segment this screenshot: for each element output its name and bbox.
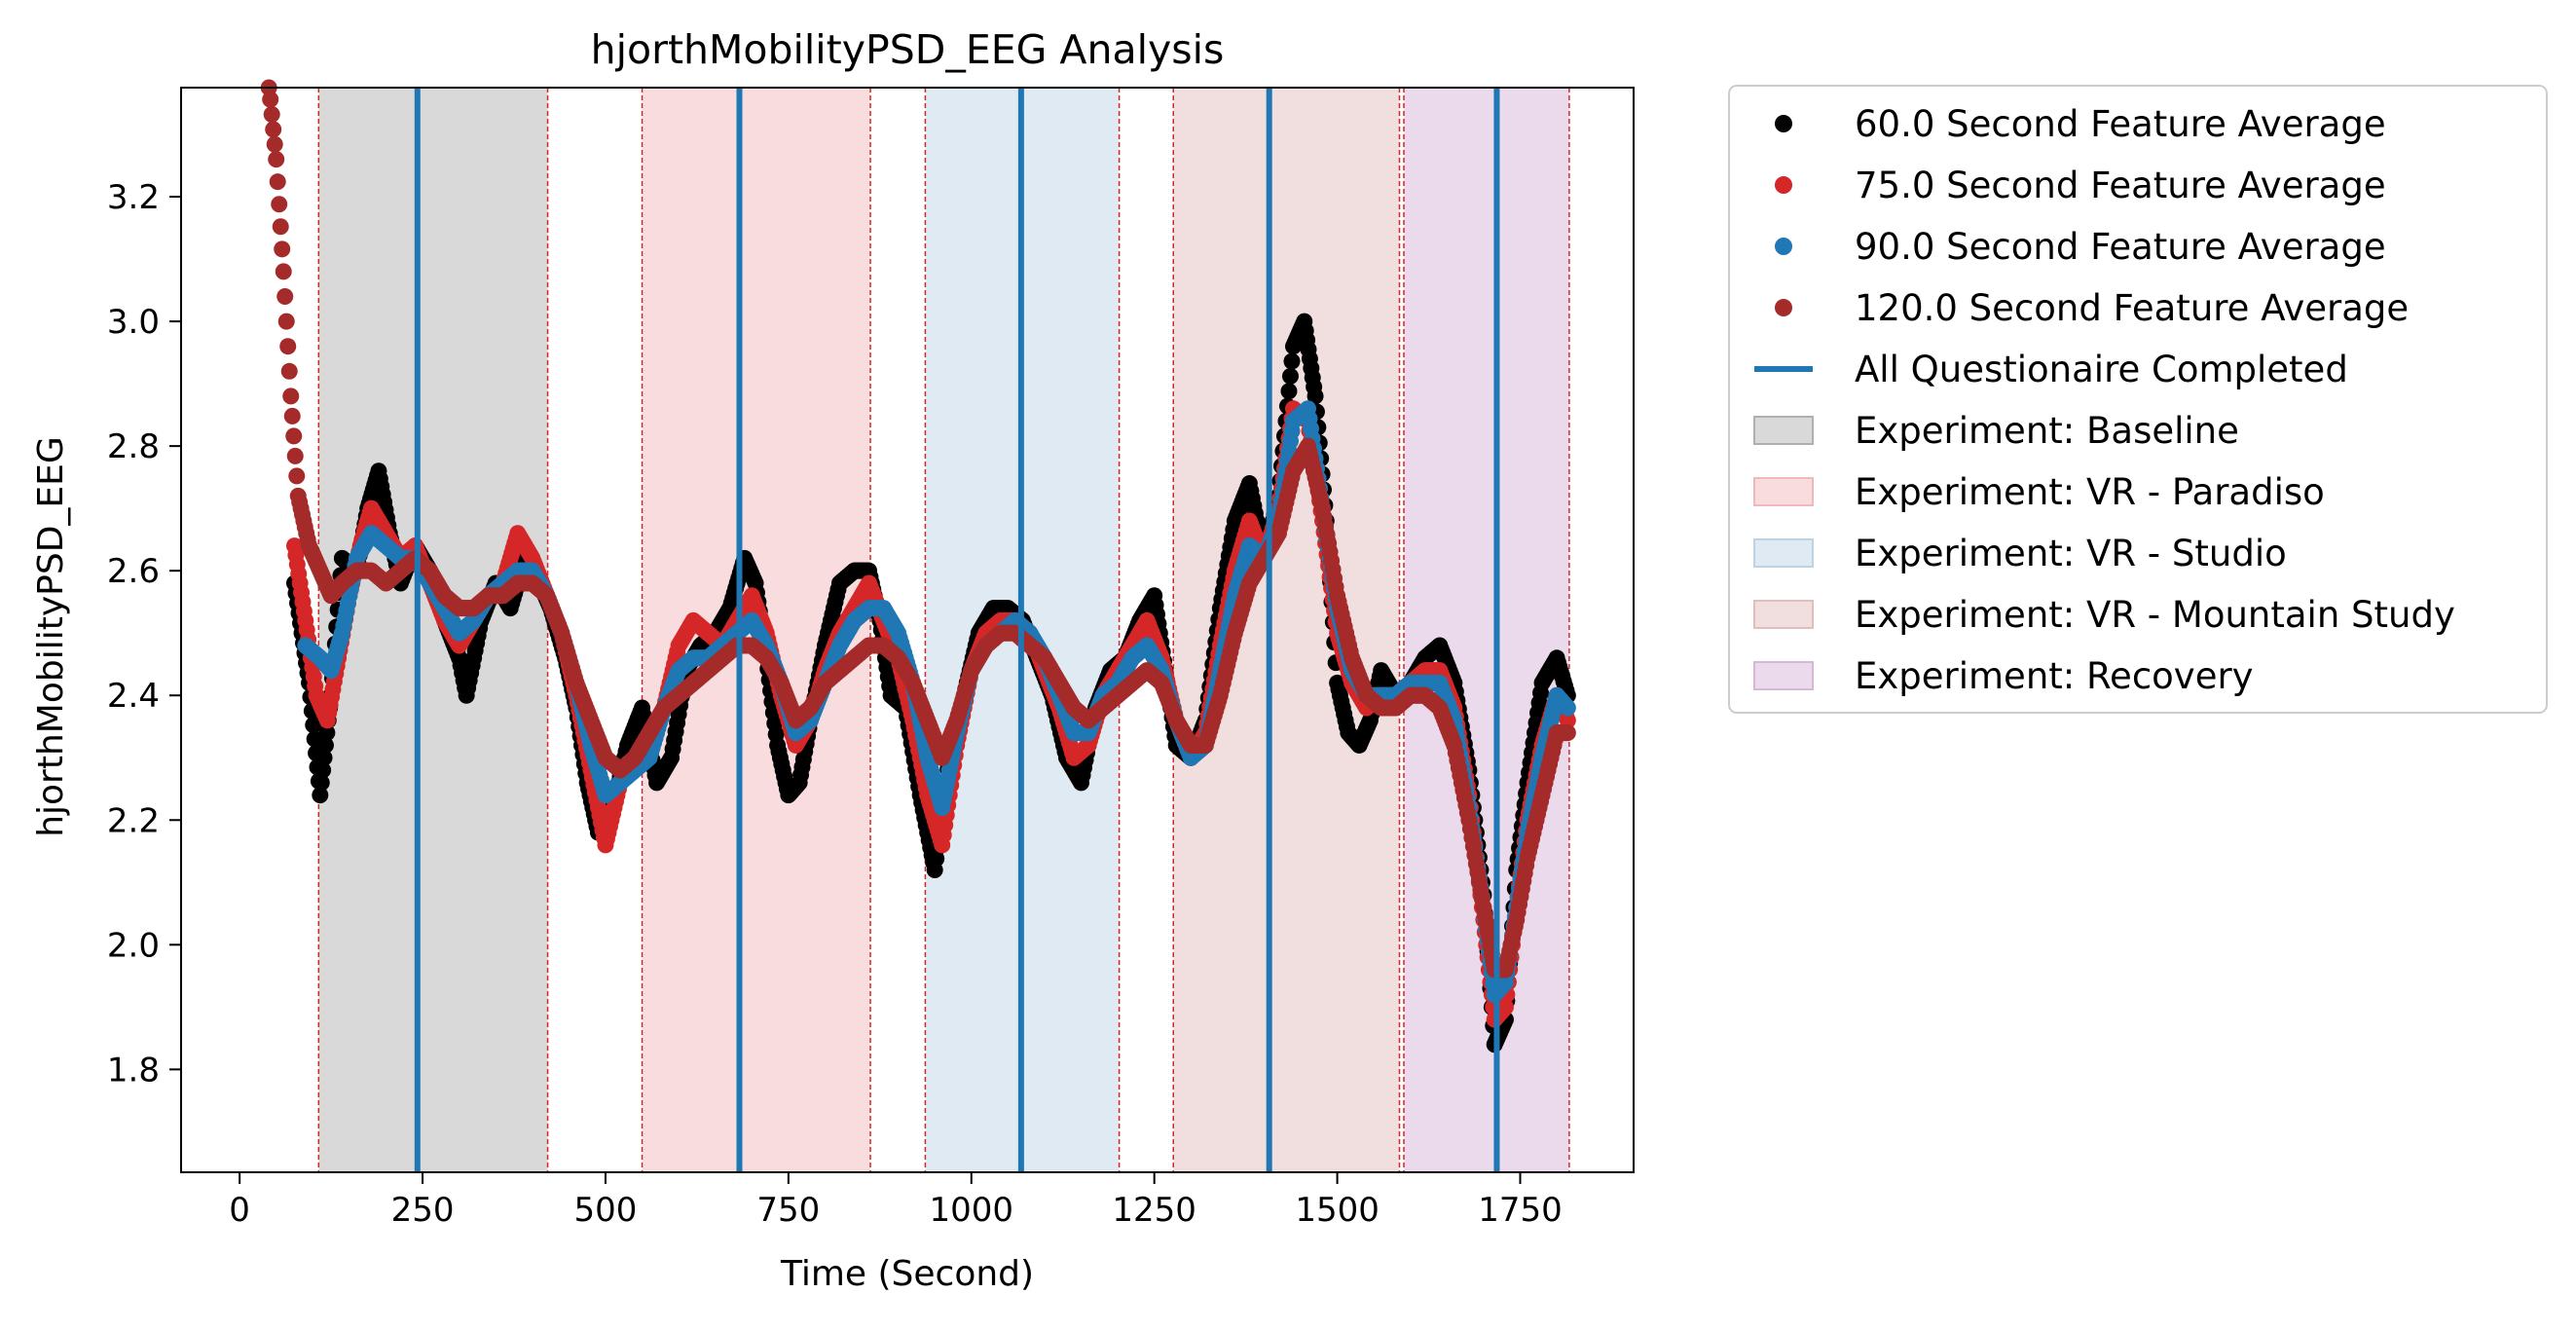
legend-marker-120-0-second-feature-average	[1775, 299, 1792, 316]
data-series	[260, 79, 1576, 1053]
legend-swatch-experiment-vr-paradiso	[1753, 477, 1814, 506]
data-point	[274, 240, 291, 258]
data-point	[265, 121, 282, 138]
data-point	[276, 287, 294, 305]
x-tick-label: 500	[573, 1191, 637, 1230]
x-tick-label: 750	[756, 1191, 820, 1230]
legend-label: Experiment: VR - Paradiso	[1855, 471, 2325, 513]
data-point	[286, 447, 304, 464]
legend-swatch-experiment-recovery	[1753, 661, 1814, 690]
data-point	[266, 135, 283, 153]
y-tick-label: 1.8	[107, 1051, 160, 1090]
y-tick-label: 3.2	[107, 178, 160, 217]
x-tick-label: 250	[391, 1191, 455, 1230]
data-point	[315, 749, 333, 766]
plot-frame	[180, 87, 1635, 1173]
chart-title: hjorthMobilityPSD_EEG Analysis	[591, 26, 1225, 73]
x-tick-label: 1250	[1112, 1191, 1196, 1230]
data-point	[1281, 367, 1299, 385]
y-tick-label: 2.2	[107, 801, 160, 840]
data-point	[313, 774, 330, 792]
data-point	[271, 196, 288, 213]
x-tick-label: 0	[229, 1191, 250, 1230]
data-point	[318, 724, 336, 742]
data-point	[1306, 388, 1324, 405]
data-point	[282, 388, 300, 405]
experiment-edge-lines	[317, 88, 1570, 1172]
data-point	[285, 427, 303, 445]
y-axis-ticks: 1.8 2.0 2.2 2.4 2.6 2.8 3.0 3.2	[107, 178, 181, 1090]
y-tick-label: 3.0	[107, 303, 160, 342]
x-axis-label: Time (Second)	[780, 1254, 1034, 1294]
data-point	[263, 106, 280, 124]
data-point	[288, 467, 306, 485]
x-tick-label: 1500	[1295, 1191, 1380, 1230]
data-point	[268, 151, 285, 168]
data-point	[1283, 352, 1301, 370]
legend-label: 75.0 Second Feature Average	[1855, 165, 2386, 206]
y-tick-label: 2.4	[107, 677, 160, 716]
legend-label: Experiment: VR - Studio	[1855, 533, 2287, 574]
legend-marker-75-0-second-feature-average	[1775, 176, 1792, 194]
legend-marker-90-0-second-feature-average	[1775, 238, 1792, 255]
data-point	[316, 736, 334, 754]
legend-frame	[1728, 85, 2548, 714]
data-point	[283, 407, 301, 425]
data-point	[275, 263, 292, 280]
experiment-spans	[318, 88, 1569, 1172]
data-point	[1280, 383, 1298, 400]
data-point	[1559, 699, 1576, 717]
data-point	[1559, 712, 1576, 729]
x-axis-ticks: 0 250 500 750 1000 1250 1500 1750	[229, 1172, 1563, 1230]
data-point	[272, 218, 289, 236]
data-point	[262, 91, 279, 108]
legend: 60.0 Second Feature Average 75.0 Second F…	[1728, 85, 2548, 714]
legend-swatch-experiment-baseline	[1753, 416, 1814, 445]
span-experiment-vr-mountain-study	[1173, 88, 1400, 1172]
x-tick-label: 1000	[930, 1191, 1014, 1230]
data-point	[312, 787, 329, 804]
data-point	[1496, 998, 1514, 1016]
legend-swatch-experiment-vr-studio	[1753, 538, 1814, 568]
x-tick-label: 1750	[1478, 1191, 1563, 1230]
y-tick-label: 2.0	[107, 926, 160, 965]
data-point	[1559, 724, 1576, 742]
data-point	[279, 338, 297, 355]
questionnaire-lines	[414, 88, 1500, 1172]
legend-marker-60-0-second-feature-average	[1775, 115, 1792, 132]
legend-label: Experiment: VR - Mountain Study	[1855, 594, 2455, 636]
legend-label: Experiment: Baseline	[1855, 410, 2239, 452]
data-point	[305, 717, 322, 734]
legend-swatch-experiment-vr-mountain-study	[1753, 600, 1814, 629]
y-tick-label: 2.6	[107, 552, 160, 591]
data-point	[314, 761, 332, 779]
legend-label: 60.0 Second Feature Average	[1855, 103, 2386, 145]
series-120-0-second-feature-average	[260, 79, 1576, 979]
span-experiment-baseline	[318, 88, 548, 1172]
data-point	[280, 362, 298, 380]
legend-label: All Questionaire Completed	[1855, 349, 2348, 390]
legend-label: 120.0 Second Feature Average	[1855, 287, 2409, 329]
y-tick-label: 2.8	[107, 427, 160, 466]
legend-label: 90.0 Second Feature Average	[1855, 226, 2386, 268]
legend-label: Experiment: Recovery	[1855, 655, 2254, 697]
data-point	[277, 313, 295, 330]
y-axis-label: hjorthMobilityPSD_EEG	[31, 436, 71, 837]
data-point	[269, 173, 286, 191]
